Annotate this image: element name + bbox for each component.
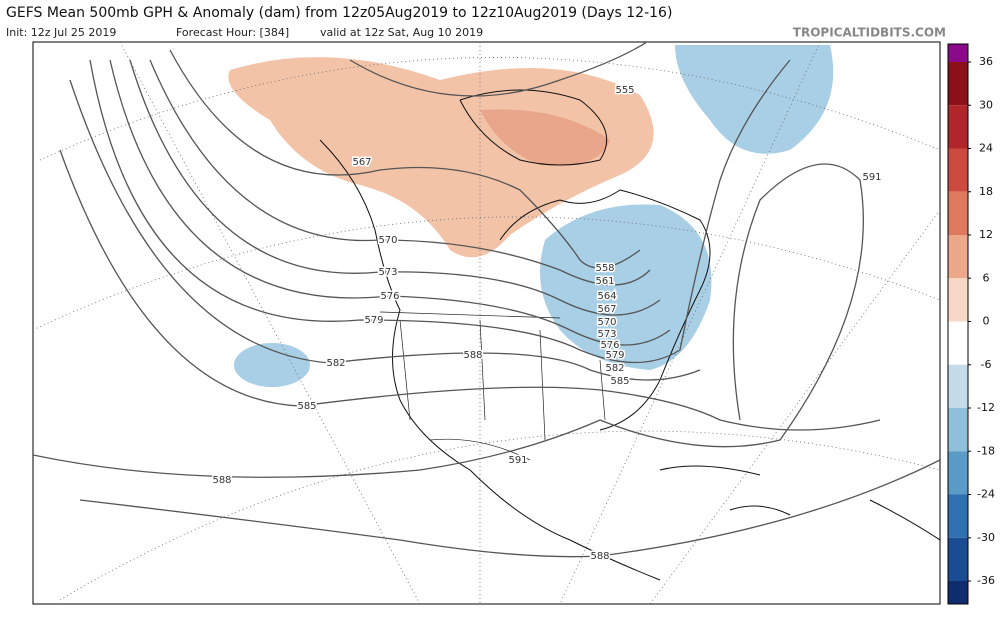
contour-label: 573 xyxy=(597,329,616,340)
forecast-hour: Forecast Hour: [384] xyxy=(176,26,289,39)
init-time: Init: 12z Jul 25 2019 xyxy=(6,26,116,39)
positive-anomaly xyxy=(228,57,654,258)
colorbar-label: 30 xyxy=(979,98,993,111)
contour-label: 588 xyxy=(590,551,609,562)
contour-label: 561 xyxy=(595,276,614,287)
colorbar: 36 30 24 18 12 6 0 -6 -12 -18 -24 -30 -36 xyxy=(947,43,995,605)
coastlines xyxy=(319,89,940,581)
valid-time: valid at 12z Sat, Aug 10 2019 xyxy=(320,26,483,39)
contour-label: 573 xyxy=(378,267,397,278)
colorbar-segment xyxy=(948,148,968,192)
colorbar-segment xyxy=(948,408,968,452)
colorbar-label: -36 xyxy=(977,574,995,587)
contour-label: 588 xyxy=(463,350,482,361)
colorbar-segment xyxy=(948,191,968,235)
contour-label: 558 xyxy=(595,263,614,274)
map: 555 567 570 573 576 579 582 585 588 591 … xyxy=(32,41,941,605)
colorbar-segment xyxy=(948,364,968,408)
contour-label: 579 xyxy=(364,315,383,326)
contour-label: 555 xyxy=(615,85,634,96)
colorbar-label: -12 xyxy=(977,401,995,414)
contour-label: 591 xyxy=(508,455,527,466)
colorbar-segment xyxy=(948,62,968,106)
positive-anomaly-core xyxy=(480,109,610,166)
contour-label: 564 xyxy=(597,291,616,302)
contour-label: 567 xyxy=(597,304,616,315)
negative-anomaly xyxy=(675,45,834,154)
colorbar-label: -6 xyxy=(981,358,992,371)
colorbar-segment xyxy=(948,321,968,365)
contour-label: 585 xyxy=(610,376,629,387)
colorbar-label: 36 xyxy=(979,55,993,68)
colorbar-segment xyxy=(948,537,968,581)
title: GEFS Mean 500mb GPH & Anomaly (dam) from… xyxy=(6,5,672,21)
contour-label: 582 xyxy=(326,358,345,369)
source: TROPICALTIDBITS.COM xyxy=(793,26,946,40)
negative-anomaly xyxy=(540,204,712,370)
colorbar-label: 12 xyxy=(979,228,993,241)
colorbar-segment xyxy=(948,278,968,322)
colorbar-frame xyxy=(947,43,969,605)
negative-anomaly xyxy=(234,343,310,387)
colorbar-label: 18 xyxy=(979,185,993,198)
colorbar-label: 24 xyxy=(979,142,993,155)
colorbar-label: 0 xyxy=(983,315,990,328)
colorbar-label: -18 xyxy=(977,444,995,457)
contour-label: 576 xyxy=(600,340,619,351)
colorbar-segment xyxy=(948,44,968,62)
contour-label: 591 xyxy=(862,172,881,183)
contour-label: 570 xyxy=(378,235,397,246)
contour-label: 588 xyxy=(212,475,231,486)
contour-label: 576 xyxy=(380,291,399,302)
colorbar-segment xyxy=(948,235,968,279)
colorbar-label: 6 xyxy=(983,271,990,284)
contour-label: 567 xyxy=(352,157,371,168)
contour-label: 582 xyxy=(605,363,624,374)
colorbar-label: -30 xyxy=(977,531,995,544)
height-contours xyxy=(33,42,940,558)
colorbar-segment xyxy=(948,451,968,495)
colorbar-segment xyxy=(948,581,968,604)
contour-label: 585 xyxy=(297,401,316,412)
contour-labels: 555 567 570 573 576 579 582 585 588 591 … xyxy=(211,84,883,564)
colorbar-segment xyxy=(948,494,968,538)
contour-label: 579 xyxy=(605,350,624,361)
colorbar-label: -24 xyxy=(977,488,995,501)
colorbar-segment xyxy=(948,105,968,149)
contour-label: 570 xyxy=(597,317,616,328)
